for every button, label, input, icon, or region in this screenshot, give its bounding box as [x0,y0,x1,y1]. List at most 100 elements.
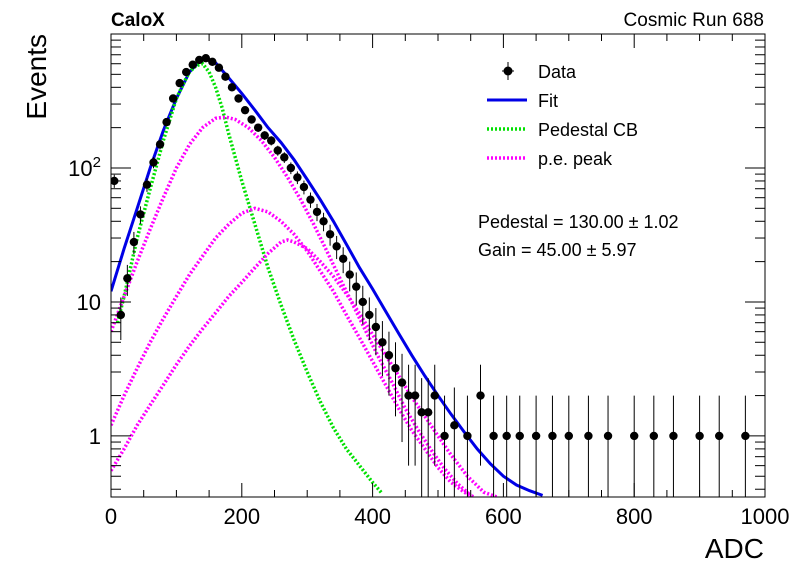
data-point [182,67,191,77]
legend-item: Pedestal CB [487,120,638,140]
data-point [306,192,315,208]
data-marker [299,182,309,192]
data-marker [273,146,282,155]
data-marker [293,173,302,182]
legend-item: p.e. peak [487,149,613,169]
data-point [371,308,381,356]
data-point [332,235,341,260]
data-point [397,353,407,443]
data-marker [502,431,511,441]
data-marker [695,431,704,441]
data-marker [358,297,367,307]
legend-marker [503,66,513,76]
data-marker [155,140,165,149]
data-point [391,342,400,417]
data-point [175,78,184,88]
data-point [695,395,704,497]
data-point [123,264,132,296]
data-point [531,395,541,497]
data-marker [240,105,250,115]
x-tick-label: 200 [223,504,260,529]
data-point [358,285,367,325]
data-marker [423,408,433,417]
data-point [502,395,511,497]
data-marker [450,421,459,430]
data-point [149,157,158,169]
series-p-e-peak-2 [111,206,475,497]
data-point [162,117,171,127]
data-point [234,94,243,103]
x-tick-label: 800 [616,504,653,529]
header-right-label: Cosmic Run 688 [624,10,764,31]
x-tick-label: 400 [354,504,391,529]
data-marker [312,207,322,217]
legend-label: p.e. peak [538,149,613,169]
data-marker [352,282,361,291]
data-marker [195,55,204,65]
x-tick-label: 600 [485,504,522,529]
data-point [338,247,348,274]
data-point [352,272,361,306]
data-marker [201,53,211,63]
data-point [325,224,335,246]
data-point [136,206,145,224]
data-point [564,395,573,497]
data-point [476,364,485,466]
data-marker [630,431,639,441]
data-marker [345,270,354,279]
data-marker [214,63,224,72]
data-points-layer [111,53,750,497]
data-point [293,171,302,185]
data-marker [404,391,413,400]
data-marker [280,153,289,162]
data-marker [325,230,335,239]
x-tick-label: 1000 [741,504,790,529]
data-marker [267,136,276,145]
data-point [195,55,204,65]
data-point [649,395,659,497]
data-marker [715,431,724,441]
data-point [584,395,593,497]
data-marker [338,254,348,263]
data-point [188,60,197,69]
data-point [515,395,524,497]
data-marker [440,431,449,441]
legend-label: Pedestal CB [538,120,638,140]
data-marker [515,431,524,441]
data-point [715,395,724,497]
data-point [384,331,394,396]
data-marker [391,364,400,373]
data-marker [129,237,139,247]
x-axis-title: ADC [705,533,764,564]
data-marker [365,310,374,320]
data-marker [584,431,593,441]
data-point [603,395,613,497]
data-marker [306,195,315,204]
legend-item: Data [502,62,577,82]
data-point [221,72,230,81]
data-marker [371,322,381,332]
data-marker [123,274,132,283]
data-marker [142,180,152,189]
data-point [129,231,139,255]
series-pedestal-cb [115,61,384,495]
data-marker [149,158,158,167]
fit-result-line: Gain = 45.00 ± 5.97 [478,240,637,260]
legend-label: Fit [538,91,558,111]
data-point [208,57,217,67]
data-marker [136,210,145,219]
y-axis-title: Events [21,34,52,120]
data-point [201,53,211,63]
data-point [227,83,237,92]
data-point [214,63,224,72]
header-left-label: CaloX [111,10,165,31]
data-marker [463,431,472,441]
data-point [489,395,498,497]
data-marker [286,163,296,173]
data-marker [319,217,328,226]
data-point [267,136,276,146]
data-point [286,162,296,175]
x-axis: 0 200 400 600 800 1000 [105,34,790,529]
y-axis: 1 10 102 [68,39,765,490]
